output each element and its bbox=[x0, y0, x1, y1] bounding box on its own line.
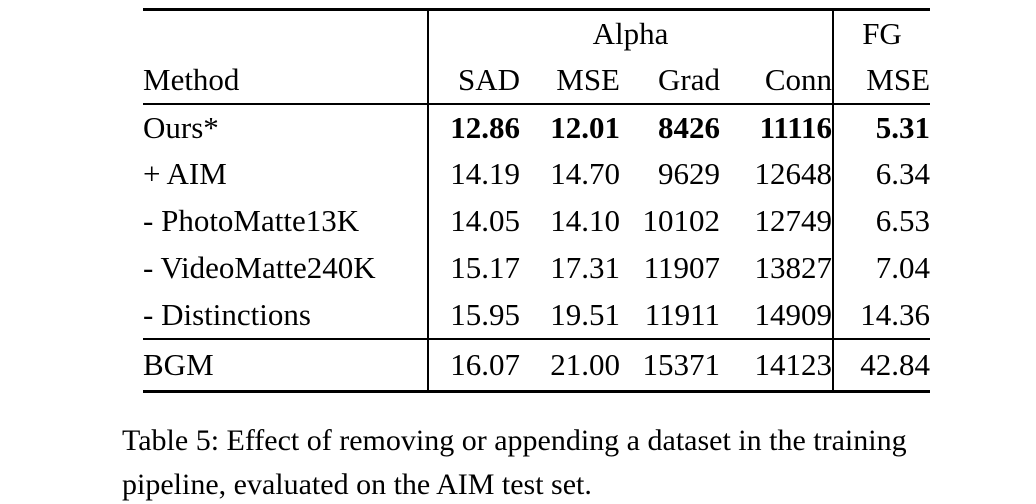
value-cell-fg-mse: 7.04 bbox=[832, 244, 931, 292]
table-row-ours: Ours* 12.86 12.01 8426 11116 5.31 bbox=[143, 103, 931, 151]
method-cell: - PhotoMatte13K bbox=[143, 203, 360, 238]
value-cell-mse: 17.31 bbox=[550, 250, 620, 285]
value-cell-grad: 15371 bbox=[642, 346, 721, 382]
results-table: Alpha FG Method SAD MSE Grad Conn MSE Ou… bbox=[143, 8, 931, 393]
table-row-aim: + AIM 14.19 14.70 9629 12648 6.34 bbox=[143, 150, 931, 198]
value-cell-conn: 12749 bbox=[754, 203, 833, 238]
col-header-sad: SAD bbox=[427, 56, 520, 104]
table-row-videomatte: - VideoMatte240K 15.17 17.31 11907 13827… bbox=[143, 244, 931, 292]
value-cell-fg-mse: 6.34 bbox=[832, 150, 931, 198]
value-cell-grad: 11907 bbox=[643, 250, 720, 285]
table-row-distinctions: - Distinctions 15.95 19.51 11911 14909 1… bbox=[143, 291, 931, 339]
value-cell-conn: 14909 bbox=[754, 296, 833, 332]
value-cell-sad: 15.17 bbox=[427, 244, 520, 292]
column-header-row: Method SAD MSE Grad Conn MSE bbox=[143, 56, 931, 104]
method-cell: BGM bbox=[143, 346, 214, 382]
col-header-mse: MSE bbox=[556, 61, 620, 97]
group-header-empty-cell bbox=[143, 10, 428, 57]
value-cell-sad: 14.05 bbox=[427, 197, 520, 245]
value-cell-conn: 11116 bbox=[759, 109, 833, 145]
value-cell-sad: 15.95 bbox=[427, 291, 520, 339]
value-cell-mse: 21.00 bbox=[550, 346, 620, 382]
group-header-alpha: Alpha bbox=[426, 9, 834, 57]
method-cell: - VideoMatte240K bbox=[143, 250, 376, 285]
value-cell-conn: 12648 bbox=[754, 156, 833, 191]
method-cell: - Distinctions bbox=[143, 296, 311, 332]
table-caption-line-1: Table 5: Effect of removing or appending… bbox=[122, 424, 907, 457]
value-cell-grad: 10102 bbox=[642, 203, 721, 238]
table-caption: Table 5: Effect of removing or appending… bbox=[122, 419, 982, 504]
value-cell-fg-mse: 14.36 bbox=[832, 291, 931, 339]
value-cell-sad: 14.19 bbox=[427, 150, 520, 198]
value-cell-fg-mse: 42.84 bbox=[832, 338, 931, 392]
value-cell-mse: 14.70 bbox=[550, 156, 620, 191]
value-cell-fg-mse: 6.53 bbox=[832, 197, 931, 245]
table-body-baseline: BGM 16.07 21.00 15371 14123 42.84 bbox=[143, 338, 931, 392]
group-header-fg: FG bbox=[832, 9, 931, 57]
table-body-main: Ours* 12.86 12.01 8426 11116 5.31 + AIM … bbox=[143, 103, 931, 339]
col-header-method: Method bbox=[143, 61, 240, 97]
value-cell-conn: 13827 bbox=[754, 250, 833, 285]
table-row-bgm: BGM 16.07 21.00 15371 14123 42.84 bbox=[143, 338, 931, 392]
method-cell: + AIM bbox=[143, 156, 227, 191]
value-cell-mse: 19.51 bbox=[550, 296, 620, 332]
table-row-photomatte: - PhotoMatte13K 14.05 14.10 10102 12749 … bbox=[143, 197, 931, 245]
table-caption-line-2: pipeline, evaluated on the AIM test set. bbox=[122, 468, 592, 501]
group-header-row: Alpha FG bbox=[143, 9, 931, 57]
value-cell-sad: 16.07 bbox=[427, 338, 520, 392]
value-cell-grad: 11911 bbox=[644, 296, 720, 332]
value-cell-conn: 14123 bbox=[754, 346, 833, 382]
value-cell-grad: 9629 bbox=[658, 156, 720, 191]
value-cell-fg-mse: 5.31 bbox=[832, 103, 931, 151]
table-header: Alpha FG Method SAD MSE Grad Conn MSE bbox=[143, 9, 931, 104]
value-cell-mse: 14.10 bbox=[550, 203, 620, 238]
value-cell-sad: 12.86 bbox=[427, 103, 520, 151]
col-header-conn: Conn bbox=[764, 61, 833, 97]
col-header-fg-mse: MSE bbox=[832, 56, 931, 104]
col-header-grad: Grad bbox=[658, 61, 720, 97]
method-cell: Ours* bbox=[143, 109, 219, 145]
value-cell-grad: 8426 bbox=[658, 109, 720, 145]
value-cell-mse: 12.01 bbox=[550, 109, 620, 145]
